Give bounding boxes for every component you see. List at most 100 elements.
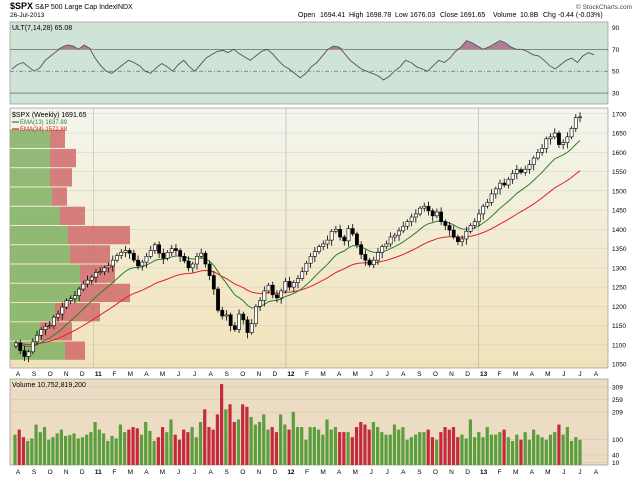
- candle-body: [401, 225, 406, 232]
- ult-overbought-fill: [466, 40, 473, 50]
- x-axis-bottom-tick-label: M: [352, 469, 357, 476]
- candle-body: [371, 259, 376, 266]
- candle-body: [308, 255, 313, 264]
- volume-bar: [413, 434, 418, 465]
- candle-body: [68, 298, 73, 301]
- volume-bar: [316, 429, 321, 465]
- chg-value: -0.44 (-0.03%): [558, 12, 603, 19]
- ult-panel-bg: [9, 21, 609, 105]
- volume-bar: [148, 430, 152, 465]
- x-axis-middle-tick-label: M: [128, 371, 133, 378]
- x-axis-middle-tick-label: S: [417, 371, 422, 378]
- x-axis-middle-tick-label: S: [32, 371, 37, 378]
- volume-bar: [211, 429, 215, 465]
- x-axis-middle-tick-label: J: [386, 371, 389, 378]
- x-axis-bottom-tick-label: J: [562, 469, 565, 476]
- candle-body: [304, 262, 309, 273]
- candle-body: [43, 326, 48, 330]
- volume-bar: [451, 427, 456, 465]
- candle-body: [211, 275, 216, 290]
- candle-body: [451, 229, 456, 238]
- volume-bar: [527, 439, 532, 465]
- volume-bar: [80, 437, 85, 465]
- candles: [14, 112, 582, 363]
- volume-bar: [321, 434, 325, 465]
- price-panel: 1050 1100 1150 1200 1250 1300 1350 1400 1450 1500…: [9, 107, 627, 369]
- vbp-down-bar: [52, 187, 67, 206]
- price-tick-label: 1550: [612, 169, 627, 176]
- vbp-up-bar: [10, 283, 80, 303]
- x-axis-bottom-tick-label: S: [225, 469, 230, 476]
- x-axis-middle-tick-label: N: [449, 371, 454, 378]
- volume-bar: [510, 440, 515, 465]
- candle-body: [548, 136, 553, 140]
- volume-bar: [397, 429, 401, 465]
- volume-bar: [198, 422, 203, 465]
- x-axis-middle-tick-label: 12: [287, 371, 295, 378]
- volume-bar: [481, 437, 485, 465]
- candle-body: [35, 334, 39, 343]
- x-axis-bottom-tick-label: A: [530, 469, 535, 476]
- price-tick-label: 1200: [612, 304, 627, 311]
- candle-body: [144, 255, 149, 263]
- x-axis-middle-tick-label: D: [465, 371, 470, 378]
- volume-bar: [215, 414, 219, 465]
- volume-bar: [506, 437, 510, 465]
- candle-body: [89, 276, 94, 281]
- candle-body: [77, 288, 82, 296]
- vbp-down-bar: [50, 168, 72, 187]
- x-axis-middle-tick-label: O: [433, 371, 438, 378]
- candle-body: [106, 265, 111, 269]
- candle-body: [506, 178, 511, 186]
- x-axis-bottom-tick-label: M: [513, 469, 518, 476]
- volume-bar: [114, 438, 118, 465]
- volume-bar: [262, 414, 266, 465]
- volume-bar: [287, 429, 291, 465]
- chg-label: Chg: [543, 12, 556, 19]
- volume-bar: [139, 434, 144, 465]
- x-axis-bottom-tick-label: J: [193, 469, 196, 476]
- x-axis-bottom-tick-label: N: [449, 469, 454, 476]
- x-axis-middle-tick-label: D: [273, 371, 278, 378]
- candle-body: [573, 117, 578, 129]
- x-axis-middle-tick-label: 13: [480, 371, 488, 378]
- volume-bar: [359, 422, 363, 465]
- price-tick-label: 1100: [612, 342, 626, 349]
- volume-bar: [270, 427, 274, 465]
- ema13-legend: EMA(13) 1637.89: [20, 120, 68, 126]
- ult-plot: [11, 40, 595, 81]
- ult-tick-label: 50: [612, 69, 620, 76]
- volume-bar: [338, 432, 342, 465]
- volume-bar: [519, 439, 523, 465]
- candle-body: [439, 211, 444, 222]
- candle-body: [418, 207, 422, 215]
- volume-bar: [574, 437, 578, 465]
- x-axis-bottom-tick-label: A: [16, 469, 21, 476]
- candle-body: [510, 173, 515, 180]
- volume-bar: [93, 422, 97, 465]
- candle-body: [232, 325, 237, 330]
- candle-body: [363, 254, 368, 261]
- volume-bar: [346, 432, 350, 465]
- x-axis-middle-tick-label: A: [16, 371, 21, 378]
- candle-body: [527, 164, 532, 170]
- price-tick-label: 1600: [612, 150, 627, 157]
- x-axis-bottom-tick-label: A: [337, 469, 342, 476]
- volume-bar: [203, 409, 207, 465]
- candle-body: [477, 213, 481, 222]
- volume-bar: [350, 437, 354, 465]
- volume-bar: [34, 424, 38, 465]
- volume-bar: [47, 439, 51, 465]
- price-axis: 1050 1100 1150 1200 1250 1300 1350 1400 1450 1500…: [612, 111, 627, 368]
- candle-body: [317, 246, 321, 252]
- volume-tick-label: 40: [612, 452, 620, 459]
- exchange-label: INDX: [116, 4, 133, 11]
- vbp-down-bar: [70, 245, 110, 264]
- candle-body: [552, 132, 557, 138]
- candle-body: [502, 182, 507, 186]
- volume-bar: [68, 435, 72, 465]
- volume-bar: [236, 419, 241, 465]
- candle-body: [51, 316, 56, 326]
- price-tick-label: 1400: [612, 227, 627, 234]
- volume-tick-label: 259: [612, 397, 623, 404]
